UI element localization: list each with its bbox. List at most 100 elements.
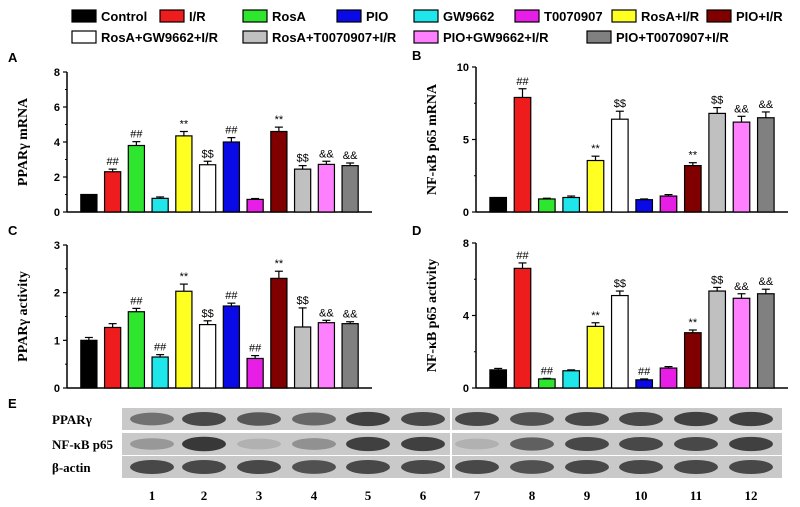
blot-band [510,437,554,451]
bar-A-2 [103,171,122,213]
bar-A-4 [151,197,169,213]
blot-row-label: NF-κB p65 [52,437,114,452]
significance-label: ## [107,156,120,168]
blot-band [346,436,390,452]
legend-swatch-2 [242,9,268,23]
legend-swatch-6 [611,9,637,23]
panel-letter: E [8,396,17,411]
significance-label: ## [516,76,529,88]
bar-A-1 [80,193,98,213]
bar-B-6 [610,118,629,213]
bar-B-12 [756,117,775,213]
significance-label: && [319,148,334,160]
bar-D-4 [562,370,581,389]
y-axis-label: PPARγ mRNA [16,97,31,186]
significance-label: ** [591,310,600,322]
blot-band [729,411,773,427]
legend-swatch-11 [586,30,612,44]
legend: Control I/R RosA PIO GW9662 T0070907 RosA+I/R P… [71,9,783,45]
significance-label: $$ [711,95,723,107]
bar-B-4 [562,196,581,213]
bar-B-1 [489,196,508,213]
legend-swatch-10 [413,30,439,44]
significance-label: $$ [614,98,626,110]
y-tick-label: 5 [463,135,469,147]
bar-C-6 [198,324,217,389]
legend-swatch-4 [413,9,439,23]
significance-label: && [343,309,358,321]
significance-label: $$ [297,153,309,165]
blot-band [401,460,445,474]
legend-label-5: T0070907 [544,9,603,24]
significance-label: && [343,150,358,162]
bar-A-5 [175,135,193,213]
legend-label-0: Control [101,9,147,24]
bar-C-5 [175,290,193,389]
significance-label: && [734,103,749,115]
significance-label: ** [275,258,284,270]
legend-label-3: PIO [366,9,388,24]
bar-C-12 [341,323,359,389]
bar-B-2 [513,96,532,213]
lane-number: 5 [365,488,372,503]
significance-label: ## [130,295,143,307]
significance-label: ** [275,114,284,126]
blot-band [455,412,499,426]
legend-label-6: RosA+I/R [641,9,700,24]
blot-band [619,412,663,426]
legend-swatch-3 [336,9,362,23]
bar-A-7 [222,141,241,213]
bar-C-10 [293,326,312,389]
y-tick-label: 0 [54,207,60,219]
bar-C-8 [246,357,264,389]
bar-D-7 [635,379,654,389]
bar-B-5 [586,159,605,213]
significance-label: ## [154,342,167,354]
blot-band [565,460,609,474]
panel-C: 0 1 2 3 PPARγ activity C ## ## ** $$ ## ## ** $$ && && [8,223,372,395]
y-tick-label: 10 [457,62,469,74]
blot-band [237,412,281,426]
legend-label-10: PIO+GW9662+I/R [443,30,549,45]
bar-A-10 [293,168,312,213]
significance-label: ** [180,271,189,283]
blot-band [674,411,718,427]
y-axis-label: NF-κB p65 activity [425,259,440,373]
significance-label: ## [225,290,238,302]
blot-band [674,437,718,451]
blot-band [292,460,336,474]
y-tick-label: 2 [54,172,60,184]
blot-band [619,460,663,474]
lane-number: 7 [474,488,481,503]
legend-label-1: I/R [189,9,206,24]
bar-C-9 [270,277,288,389]
bar-D-11 [732,297,751,389]
panel-letter: A [8,50,18,65]
legend-swatch-5 [514,9,540,23]
blot-band [182,412,226,426]
blot-band [729,460,773,474]
blot-band [292,438,336,450]
bar-D-3 [537,378,556,389]
bar-C-3 [127,311,146,389]
blot-band [455,460,499,474]
significance-label: $$ [202,308,214,320]
bar-A-11 [317,163,336,213]
significance-label: ## [541,365,554,377]
panel-B: 0 5 10 NF-κB p65 mRNA B ## ** $$ ** $$ && && [412,48,788,219]
lane-number: 6 [420,488,427,503]
bar-A-6 [198,164,217,213]
bar-D-9 [683,332,702,389]
bar-C-7 [222,305,241,389]
panel-letter: D [412,223,421,238]
bar-B-3 [537,198,556,213]
legend-label-2: RosA [272,9,307,24]
y-tick-label: 2 [54,288,60,300]
bar-D-2 [513,267,532,389]
blot-band [565,437,609,451]
bar-D-12 [756,293,775,389]
bar-B-8 [659,195,678,213]
blot-band [401,436,445,452]
